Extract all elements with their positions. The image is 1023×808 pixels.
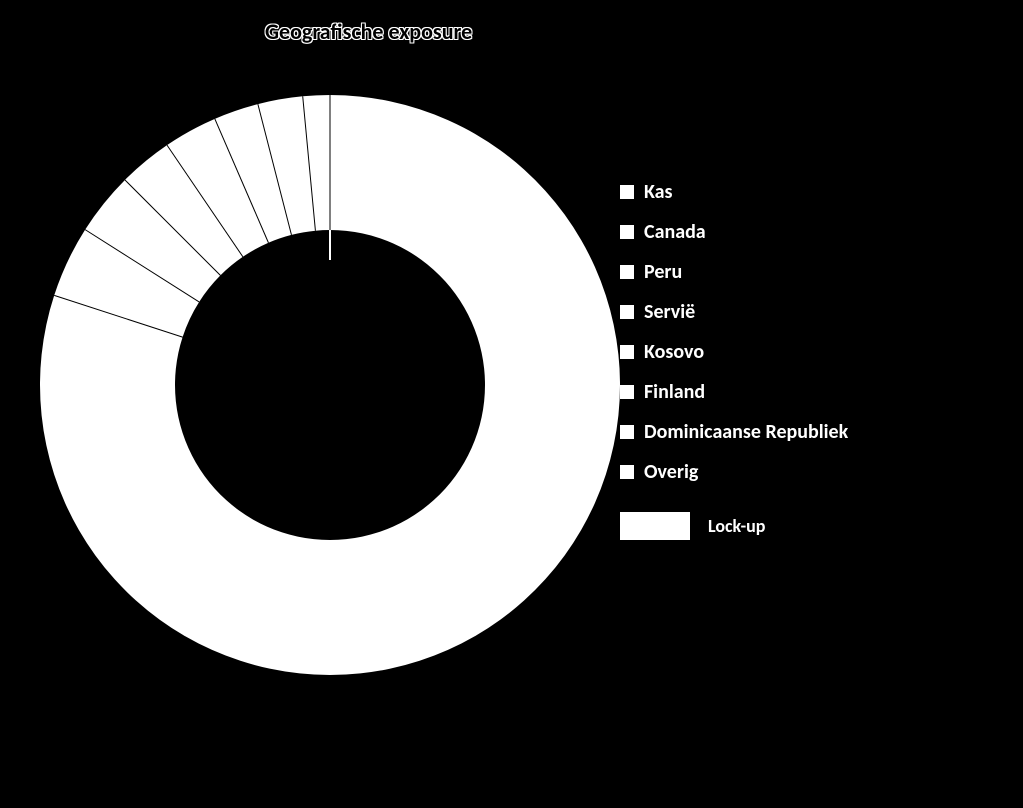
- legend-item-finland: Finland: [620, 380, 848, 404]
- legend-label: Finland: [644, 380, 705, 404]
- legend-label: Canada: [644, 220, 706, 244]
- legend-swatch: [620, 225, 634, 239]
- legend-item-canada: Canada: [620, 220, 848, 244]
- legend-swatch: [620, 305, 634, 319]
- legend-swatch: [620, 265, 634, 279]
- legend-swatch: [620, 185, 634, 199]
- legend: Kas Canada Peru Servië Kosovo Finland Do…: [620, 180, 848, 540]
- legend-item-peru: Peru: [620, 260, 848, 284]
- legend-label: Kas: [644, 180, 673, 204]
- donut-chart: [40, 95, 620, 675]
- legend-item-servie: Servië: [620, 300, 848, 324]
- legend-item-lockup: Lock-up: [620, 512, 848, 540]
- legend-label: Overig: [644, 460, 698, 484]
- legend-swatch: [620, 345, 634, 359]
- chart-title: Geografische exposure: [265, 18, 472, 45]
- donut-svg: [40, 95, 620, 675]
- legend-label: Peru: [644, 260, 682, 284]
- legend-swatch: [620, 465, 634, 479]
- legend-label: Servië: [644, 300, 695, 324]
- legend-label: Dominicaanse Republiek: [644, 420, 848, 444]
- legend-item-overig: Overig: [620, 460, 848, 484]
- legend-swatch: [620, 385, 634, 399]
- legend-item-dominicaanse-republiek: Dominicaanse Republiek: [620, 420, 848, 444]
- legend-item-kas: Kas: [620, 180, 848, 204]
- lockup-label: Lock-up: [708, 515, 765, 537]
- legend-label: Kosovo: [644, 340, 704, 364]
- legend-swatch: [620, 425, 634, 439]
- legend-item-kosovo: Kosovo: [620, 340, 848, 364]
- lockup-swatch: [620, 512, 690, 540]
